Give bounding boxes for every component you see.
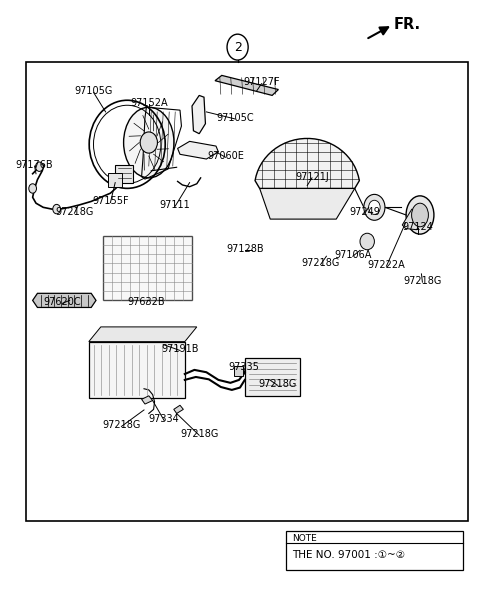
Text: 97127F: 97127F xyxy=(243,78,280,87)
Text: 97334: 97334 xyxy=(149,415,180,424)
Circle shape xyxy=(36,162,43,171)
Text: NOTE: NOTE xyxy=(292,534,317,543)
Circle shape xyxy=(29,184,36,193)
Bar xyxy=(245,358,300,396)
Bar xyxy=(103,236,192,300)
Text: 97155F: 97155F xyxy=(92,197,129,206)
Text: 2: 2 xyxy=(234,41,241,54)
Polygon shape xyxy=(33,293,96,307)
Bar xyxy=(108,173,122,187)
Text: 97060E: 97060E xyxy=(207,151,244,161)
Circle shape xyxy=(369,200,380,214)
Text: 97335: 97335 xyxy=(228,362,259,372)
Circle shape xyxy=(53,204,60,214)
Text: FR.: FR. xyxy=(394,17,421,32)
Text: 97218G: 97218G xyxy=(403,276,442,286)
Text: 97632B: 97632B xyxy=(128,297,165,307)
Text: 97111: 97111 xyxy=(160,200,191,210)
Polygon shape xyxy=(402,209,420,230)
Circle shape xyxy=(364,194,385,220)
Polygon shape xyxy=(142,396,153,404)
Text: 97105G: 97105G xyxy=(74,87,113,96)
Ellipse shape xyxy=(124,107,174,178)
Ellipse shape xyxy=(406,196,434,234)
Polygon shape xyxy=(255,138,360,188)
Text: 97218G: 97218G xyxy=(258,379,297,389)
Polygon shape xyxy=(174,405,183,413)
Polygon shape xyxy=(215,75,278,95)
Ellipse shape xyxy=(360,233,374,250)
Text: 97121J: 97121J xyxy=(295,172,329,181)
Bar xyxy=(286,531,463,570)
Text: 97128B: 97128B xyxy=(226,244,264,254)
Text: THE NO. 97001 :①~②: THE NO. 97001 :①~② xyxy=(292,550,405,560)
Bar xyxy=(26,62,468,521)
Text: 97620C: 97620C xyxy=(44,297,81,307)
Bar xyxy=(89,342,185,398)
Polygon shape xyxy=(178,141,218,159)
Text: 97218G: 97218G xyxy=(55,207,94,217)
Text: 97218G: 97218G xyxy=(180,429,218,439)
Polygon shape xyxy=(260,188,355,219)
Text: 97124: 97124 xyxy=(402,222,433,231)
Text: 97218G: 97218G xyxy=(301,259,340,268)
Text: 97152A: 97152A xyxy=(130,98,168,108)
Polygon shape xyxy=(89,327,197,342)
Text: 97249: 97249 xyxy=(349,207,380,217)
Text: 97218G: 97218G xyxy=(102,421,141,430)
Text: 97222A: 97222A xyxy=(368,260,405,270)
Text: 97176B: 97176B xyxy=(16,160,53,170)
Text: 97191B: 97191B xyxy=(161,345,199,354)
Circle shape xyxy=(140,132,157,153)
Text: 97106A: 97106A xyxy=(334,250,372,260)
Text: 97105C: 97105C xyxy=(216,113,254,123)
Bar xyxy=(234,366,243,376)
Ellipse shape xyxy=(412,203,428,227)
Polygon shape xyxy=(192,95,205,134)
Bar xyxy=(115,165,133,183)
